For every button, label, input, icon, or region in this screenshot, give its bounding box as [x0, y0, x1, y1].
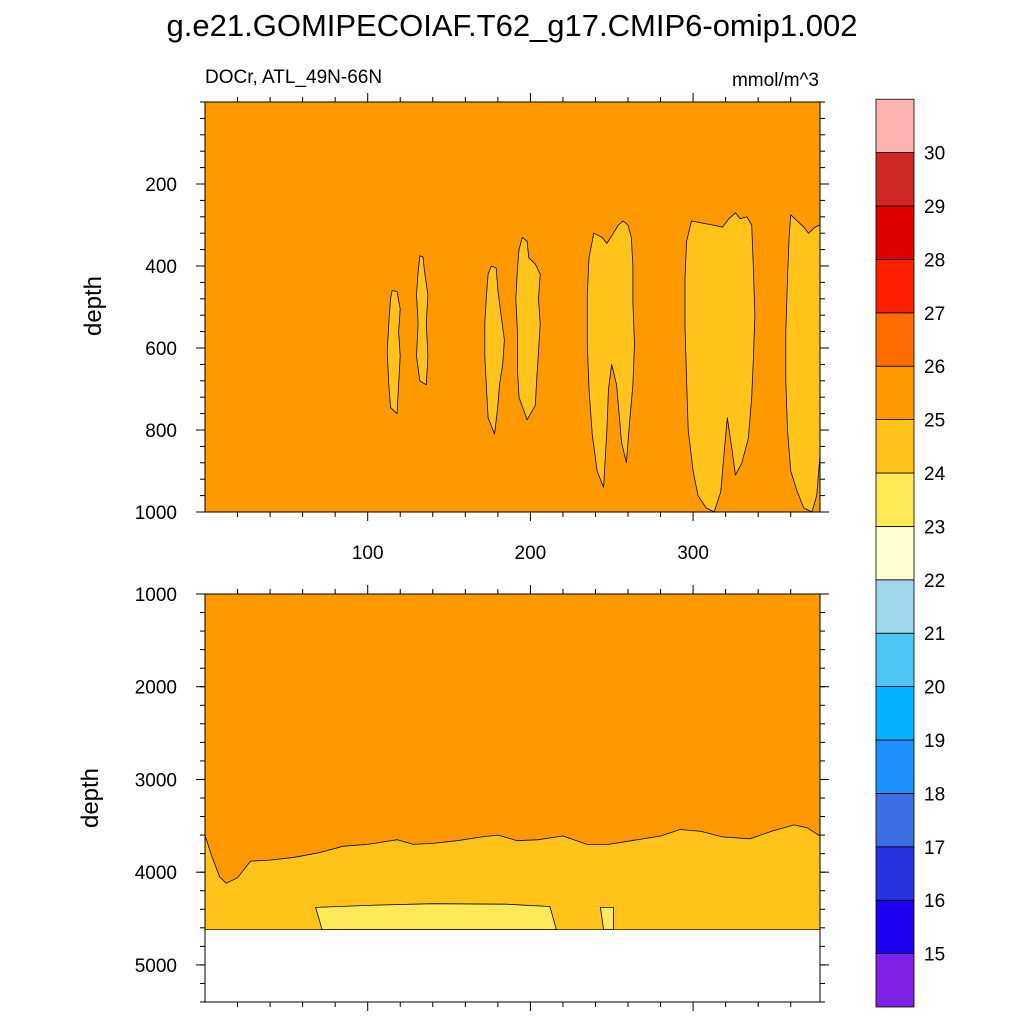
- colorbar-tick-label: 22: [924, 571, 945, 592]
- upper-panel: 100 200 300 200 400 600 800 1000: [135, 93, 829, 564]
- colorbar-tick-label: 15: [924, 945, 945, 966]
- colorbar-box: [875, 365, 915, 421]
- left-string: DOCr, ATL_49N-66N: [205, 67, 382, 88]
- upper-region-5: [586, 220, 635, 488]
- colorbar-box: [875, 686, 915, 741]
- upper-x-tick-label: 300: [677, 543, 709, 564]
- colorbar-tick-label: 25: [924, 411, 945, 432]
- upper-y-tick-label: 200: [145, 175, 177, 196]
- colorbar-tick-label: 29: [924, 197, 945, 218]
- colorbar-tick-label: 30: [924, 144, 945, 165]
- upper-frame: [204, 101, 821, 513]
- colorbar-box: [875, 152, 915, 207]
- chart-title: g.e21.GOMIPECOIAF.T62_g17.CMIP6-omip1.00…: [167, 8, 858, 43]
- colorbar-tick-label: 24: [924, 464, 946, 485]
- colorbar-box: [875, 632, 915, 688]
- upper-x-tick-label: 200: [515, 543, 547, 564]
- upper-y-tick-label: 1000: [135, 503, 177, 524]
- lower-missing-area: [205, 929, 820, 1002]
- upper-y-tick-label: 800: [145, 421, 177, 442]
- upper-region-6: [684, 212, 756, 513]
- colorbar-box: [875, 419, 915, 474]
- colorbar-box: [875, 98, 915, 153]
- colorbar-tick-label: 17: [924, 838, 945, 859]
- lower-y-tick-label: 4000: [135, 863, 177, 884]
- upper-x-tick-label: 100: [352, 543, 384, 564]
- lower-contour-25: [204, 824, 821, 884]
- colorbar-box: [875, 579, 915, 634]
- colorbar-tick-label: 26: [924, 357, 945, 378]
- colorbar-box: [875, 312, 915, 367]
- right-string: mmol/m^3: [732, 70, 819, 91]
- lower-y-tick-label: 3000: [135, 770, 177, 791]
- upper-region-3: [484, 265, 505, 435]
- upper-y-tick-label: 600: [145, 339, 177, 360]
- lower-panel: 1000 2000 3000 4000 5000: [135, 585, 829, 1011]
- lower-y-tick-label: 1000: [135, 585, 177, 606]
- lower-fill-24-25: [205, 824, 820, 930]
- colorbar-box: [875, 953, 915, 1008]
- upper-region-1: [386, 290, 401, 415]
- colorbar: 15 16 17 18 19 20 21 22 23 24 25 26 27 28 29 30: [875, 98, 946, 1008]
- upper-y-tick-label: 400: [145, 257, 177, 278]
- colorbar-box: [875, 472, 915, 527]
- upper-region-7: [785, 214, 821, 513]
- upper-region-4: [515, 236, 541, 421]
- colorbar-tick-label: 21: [924, 624, 945, 645]
- colorbar-tick-label: 23: [924, 517, 945, 538]
- colorbar-tick-label: 27: [924, 304, 945, 325]
- lower-y-axis-label: depth: [77, 768, 104, 828]
- colorbar-tick-label: 18: [924, 784, 945, 805]
- colorbar-tick-label: 20: [924, 678, 945, 699]
- colorbar-box: [875, 205, 915, 260]
- colorbar-box: [875, 793, 915, 848]
- lower-y-tick-label: 5000: [135, 956, 177, 977]
- lower-y-tick-label: 2000: [135, 678, 177, 699]
- colorbar-tick-label: 16: [924, 891, 945, 912]
- colorbar-box: [875, 899, 915, 955]
- colorbar-tick-label: 28: [924, 250, 945, 271]
- colorbar-box: [875, 258, 915, 314]
- colorbar-box: [875, 526, 915, 581]
- upper-region-2: [416, 255, 429, 386]
- colorbar-tick-label: 19: [924, 731, 945, 752]
- lower-region-1: [315, 903, 557, 931]
- colorbar-box: [875, 739, 915, 794]
- colorbar-box: [875, 846, 915, 901]
- upper-y-axis-label: depth: [80, 276, 107, 336]
